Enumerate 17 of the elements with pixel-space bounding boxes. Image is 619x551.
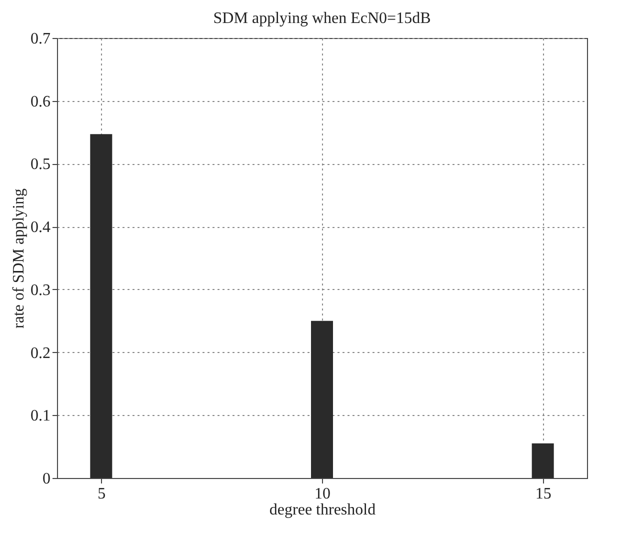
y-tick-label: 0.1 [30,408,50,425]
y-tick-label: 0 [42,470,50,488]
x-tick-label: 10 [314,486,330,502]
bar [90,134,112,478]
y-tick-label: 0.3 [30,282,50,299]
y-tick-label: 0.4 [30,219,50,236]
y-tick-label: 0.6 [30,93,50,110]
chart-title: SDM applying when EcN0=15dB [213,10,431,27]
x-axis-title: degree threshold [269,502,376,518]
y-tick-label: 0.5 [30,156,50,174]
y-tick-label: 0.7 [30,30,50,48]
y-tick-label: 0.2 [30,344,50,362]
y-axis-title: rate of SDM applying [10,188,28,328]
bar [532,443,554,478]
bar [311,320,333,478]
x-tick-label: 15 [535,486,552,502]
x-tick-label: 5 [98,486,106,502]
